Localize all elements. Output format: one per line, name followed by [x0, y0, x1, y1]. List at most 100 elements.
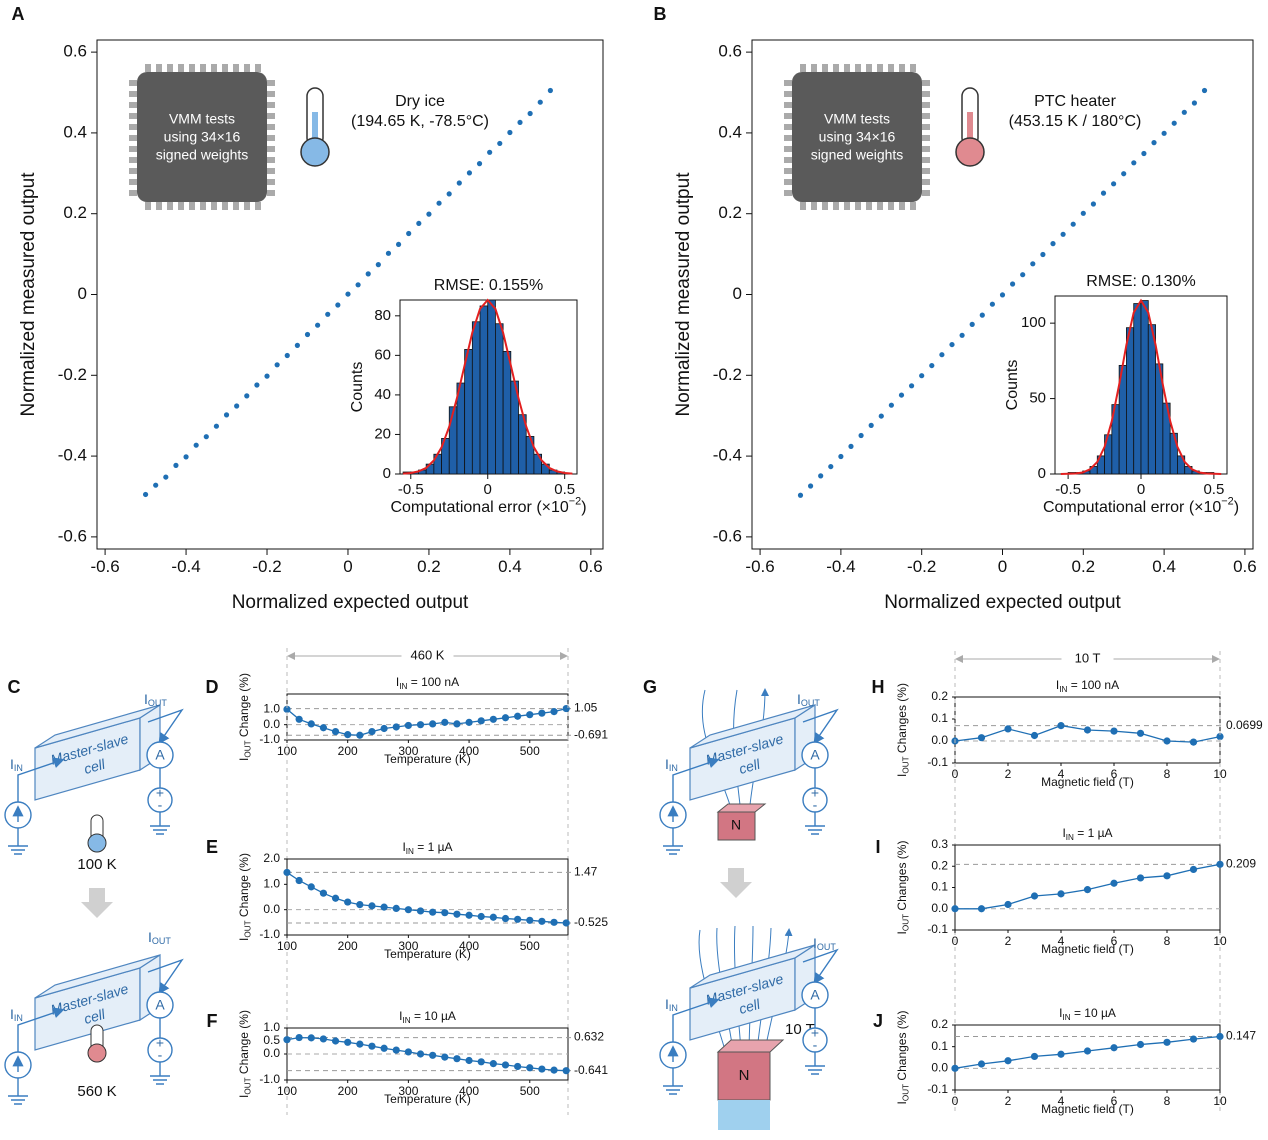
- current-out-sub: OUT: [817, 942, 837, 952]
- condition-text: (194.65 K, -78.5°C): [351, 113, 489, 130]
- chip-pin: [129, 157, 137, 163]
- point: [274, 362, 280, 368]
- y-tick-label: 0.0: [263, 902, 280, 916]
- x-axis-label: Magnetic field (T): [1041, 1102, 1134, 1116]
- current-in-label: IIN: [665, 756, 678, 774]
- chip-pin: [784, 157, 792, 163]
- panel-label: B: [654, 4, 667, 24]
- chip-pin: [129, 102, 137, 108]
- label-part: I: [895, 1101, 909, 1104]
- thermometer-cold: [87, 814, 107, 853]
- chip-pin: [267, 135, 275, 141]
- point: [477, 717, 485, 725]
- y-tick-label: 100: [1021, 314, 1046, 331]
- point: [1083, 726, 1092, 734]
- label-part: OUT: [244, 740, 253, 757]
- minus-label: -: [158, 1047, 163, 1063]
- label-part: Change (%): [237, 1010, 251, 1077]
- point: [858, 432, 864, 439]
- label-part: Computational error (×10: [1043, 499, 1221, 516]
- point: [283, 868, 291, 877]
- point: [969, 321, 975, 327]
- chip-pin: [145, 202, 151, 210]
- chip-pin: [800, 64, 806, 72]
- current-in-sub: IN: [14, 763, 23, 773]
- cell-label: cell: [737, 996, 762, 1017]
- current-in-label: IIN: [665, 996, 678, 1014]
- chart-title: IIN = 1 µA: [402, 840, 452, 856]
- chip-pin: [167, 64, 173, 72]
- chip-pin: [922, 168, 930, 174]
- point: [441, 1053, 449, 1061]
- current-in-sub: IN: [14, 1013, 23, 1023]
- chart-title: IIN = 100 nA: [1056, 678, 1119, 694]
- hist-bar: [471, 321, 481, 475]
- chip-pin: [784, 179, 792, 185]
- x-tick-label: 300: [398, 1084, 418, 1098]
- chip-pin: [178, 64, 184, 72]
- x-tick-label: -0.6: [745, 557, 774, 576]
- x-tick-label: 6: [1111, 1094, 1118, 1108]
- point: [526, 1064, 534, 1072]
- chip-pin: [129, 135, 137, 141]
- chip-pin: [129, 168, 137, 174]
- output-wire: [147, 958, 184, 995]
- hist-bar: [487, 299, 496, 475]
- ground: [150, 812, 170, 835]
- temperature-label: 100 K: [77, 856, 116, 873]
- point: [818, 473, 824, 479]
- point: [223, 412, 230, 418]
- x-tick-label: -0.5: [1055, 481, 1081, 498]
- x-tick-label: 2: [1005, 1094, 1012, 1108]
- point: [550, 1066, 558, 1074]
- point: [1060, 231, 1066, 237]
- x-tick-label: -0.6: [90, 557, 119, 576]
- point: [380, 724, 388, 733]
- point: [977, 905, 986, 913]
- point: [1136, 729, 1145, 737]
- label-part: I: [895, 774, 909, 777]
- label-part: = 1 µA: [414, 840, 453, 854]
- plot-frame: [954, 1024, 1221, 1091]
- y-axis-label: Counts: [349, 362, 366, 413]
- x-axis-label: Magnetic field (T): [1041, 942, 1134, 956]
- current-in-label: IIN: [10, 1006, 23, 1024]
- point: [1090, 201, 1097, 207]
- label-part: OUT: [902, 756, 911, 773]
- point: [345, 291, 351, 297]
- hist-bar: [464, 349, 473, 475]
- point: [828, 463, 834, 470]
- point: [307, 720, 315, 728]
- x-tick-label: -0.4: [826, 557, 855, 576]
- y-axis-label: Normalized measured output: [673, 172, 694, 417]
- x-tick-label: 100: [277, 1084, 297, 1098]
- y-tick-label: -0.2: [58, 365, 87, 384]
- ground: [805, 1052, 825, 1075]
- point: [416, 721, 425, 729]
- point: [1050, 241, 1056, 247]
- label-part: Changes (%): [895, 683, 909, 756]
- point: [562, 1067, 570, 1075]
- y-tick-label: -1.0: [259, 732, 280, 746]
- chip-pin: [910, 202, 916, 210]
- fit-curve: [1060, 298, 1222, 475]
- label-part: Computational error (×10: [390, 499, 568, 516]
- point: [908, 383, 915, 389]
- point: [951, 905, 959, 913]
- point: [295, 715, 303, 723]
- point: [514, 712, 522, 720]
- ref-label: -0.641: [574, 1063, 608, 1077]
- state-arrow: [81, 888, 113, 918]
- chip-pin: [784, 146, 792, 152]
- chip-pin: [844, 64, 850, 72]
- x-tick-label: 6: [1111, 767, 1118, 781]
- chip-pin: [922, 113, 930, 119]
- chip-pin: [167, 202, 173, 210]
- thermo-bulb: [955, 137, 985, 167]
- panel-label: D: [206, 677, 219, 697]
- ammeter-label: A: [155, 747, 165, 763]
- chip-pin: [222, 64, 228, 72]
- point: [807, 483, 814, 489]
- thermo-fill: [967, 112, 973, 152]
- point: [319, 724, 328, 732]
